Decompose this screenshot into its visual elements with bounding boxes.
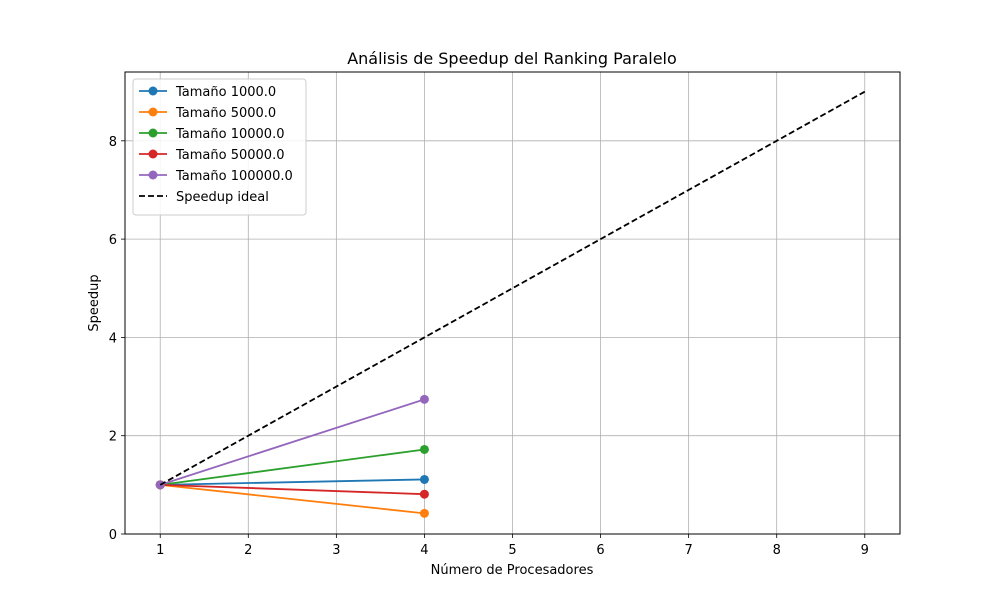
legend-label: Tamaño 100000.0 xyxy=(175,169,293,184)
chart-title: Análisis de Speedup del Ranking Paralelo xyxy=(347,49,677,68)
series-line xyxy=(160,483,425,496)
y-tick-label: 8 xyxy=(109,135,117,150)
x-tick-label: 9 xyxy=(861,543,869,558)
y-tick-label: 0 xyxy=(109,528,117,543)
y-tick-label: 2 xyxy=(109,430,117,445)
series-layer xyxy=(155,90,866,518)
series-line xyxy=(160,483,425,515)
x-tick-label: 5 xyxy=(508,543,516,558)
legend-marker xyxy=(148,170,158,180)
data-point xyxy=(419,444,429,454)
data-point xyxy=(419,508,429,518)
x-tick-label: 2 xyxy=(244,543,252,558)
legend-label: Tamaño 1000.0 xyxy=(175,85,276,100)
legend-marker xyxy=(148,149,158,159)
legend-marker xyxy=(148,86,158,96)
data-point xyxy=(419,394,429,404)
x-tick-label: 7 xyxy=(684,543,692,558)
data-point xyxy=(419,474,429,484)
legend-marker xyxy=(148,107,158,117)
legend-label: Tamaño 10000.0 xyxy=(175,127,284,142)
axis-ticks: 1 2 3 4 5 6 7 8 9 0 2 4 6 8 xyxy=(109,135,869,558)
legend-box xyxy=(132,78,307,216)
y-tick-label: 4 xyxy=(109,331,117,346)
y-axis-label: Speedup xyxy=(87,274,102,331)
x-tick-label: 4 xyxy=(420,543,428,558)
legend: Tamaño 1000.0 Tamaño 5000.0 Tamaño 10000.0… xyxy=(132,78,307,216)
legend-label: Tamaño 5000.0 xyxy=(175,106,276,121)
series-line xyxy=(160,448,425,486)
x-tick-label: 6 xyxy=(596,543,604,558)
legend-label: Tamaño 50000.0 xyxy=(175,148,284,163)
x-tick-label: 8 xyxy=(773,543,781,558)
series-line xyxy=(159,398,425,486)
series-line xyxy=(160,478,425,486)
x-tick-label: 3 xyxy=(332,543,340,558)
data-point xyxy=(419,489,429,499)
y-tick-label: 6 xyxy=(109,233,117,248)
legend-label: Speedup ideal xyxy=(176,190,269,205)
x-axis-label: Número de Procesadores xyxy=(431,563,594,578)
series-group xyxy=(155,394,429,490)
series-group xyxy=(155,474,429,490)
x-tick-label: 1 xyxy=(156,543,164,558)
legend-marker xyxy=(148,128,158,138)
